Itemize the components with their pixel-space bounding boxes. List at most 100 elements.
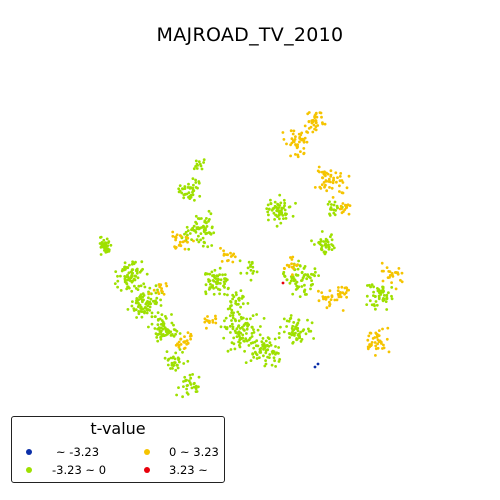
map-point-neg-low [99,236,102,239]
map-point-neg-low [269,343,273,347]
map-point-neg-low [265,207,269,211]
map-point-pos-low [329,173,333,177]
map-point-neg-low [181,350,184,354]
map-point-neg-low [144,302,148,306]
map-point-neg-low [223,325,227,329]
map-point-neg-low [202,228,206,232]
map-point-neg-low [119,289,123,292]
map-point-neg-low [331,244,335,248]
map-point-pos-low [346,203,350,207]
map-point-neg-low [221,273,225,277]
map-point-neg-low [249,263,253,267]
map-point-pos-low [341,191,345,195]
map-point-neg-low [332,246,336,250]
map-point-neg-low [126,266,130,270]
map-point-neg-low [390,297,394,301]
map-point-neg-low [138,294,142,298]
map-point-neg-low [102,238,106,242]
map-point-pos-low [233,255,237,259]
map-point-pos-low [174,246,178,250]
map-point-neg-low [137,284,141,288]
map-point-pos-low [340,285,344,289]
map-point-neg-low [185,387,189,391]
map-point-neg-low [141,300,144,304]
map-point-pos-low [313,186,317,189]
map-point-pos-low [341,181,345,184]
map-point-pos-low [332,176,335,180]
map-point-neg-low [255,270,259,274]
map-point-pos-low [214,321,218,325]
map-point-neg-low [183,187,187,191]
map-point-pos-low [347,288,350,292]
map-point-neg-low [284,217,288,220]
map-point-neg-high [316,362,320,366]
map-point-neg-low [237,297,240,301]
map-point-pos-low [336,176,339,180]
map-point-neg-low [237,325,240,328]
map-point-neg-low [300,270,304,274]
map-point-pos-low [374,344,378,348]
map-point-neg-low [250,332,254,335]
map-point-neg-low [178,189,182,193]
map-point-pos-low [335,298,339,302]
map-point-neg-low [244,361,248,364]
map-point-neg-low [157,332,161,336]
map-point-pos-low [174,238,178,242]
map-point-neg-low [146,304,150,308]
map-point-neg-low [197,181,201,185]
map-point-neg-low [192,167,196,171]
map-point-neg-low [206,272,209,276]
map-point-pos-low [340,207,343,211]
map-point-neg-low [330,203,333,206]
map-point-neg-low [244,337,248,340]
map-point-pos-low [328,186,331,189]
map-point-neg-low [233,347,237,351]
map-point-neg-low [330,248,334,252]
map-point-neg-low [184,230,188,234]
map-point-neg-low [289,316,293,320]
map-point-neg-low [194,387,198,391]
map-point-neg-low [374,307,377,311]
map-point-pos-low [374,331,378,335]
map-point-neg-low [186,229,190,233]
map-point-neg-low [229,348,233,351]
map-point-pos-low [331,181,335,185]
map-point-neg-low [165,350,169,353]
map-point-neg-low [385,295,389,299]
map-point-neg-low [230,311,234,315]
map-point-neg-low [252,328,255,331]
map-point-neg-low [234,291,238,294]
map-point-neg-low [304,332,308,336]
map-point-neg-low [294,201,297,205]
map-point-neg-low [264,351,268,355]
map-point-pos-low [307,126,311,130]
map-point-pos-low [289,129,293,133]
map-point-neg-low [178,348,182,351]
map-point-neg-low [224,277,227,280]
map-point-pos-low [186,341,190,345]
map-point-neg-low [244,321,248,325]
map-point-neg-low [307,327,310,331]
map-point-neg-low [237,302,240,306]
map-point-pos-low [179,337,183,341]
map-point-pos-low [380,261,384,265]
map-point-neg-low [143,285,147,289]
map-point-neg-low [240,297,244,300]
map-point-pos-low [388,276,391,279]
map-point-pos-low [291,273,294,277]
map-point-neg-low [251,352,255,356]
map-point-neg-low [173,361,177,364]
legend-label-pos-high: 3.23 ~ [169,463,208,477]
map-point-neg-low [294,325,298,329]
map-point-neg-low [232,336,236,340]
map-point-neg-low [193,198,196,202]
map-point-pos-low [373,341,377,344]
map-point-neg-low [264,359,267,362]
map-point-neg-low [148,305,152,309]
map-point-neg-low [154,302,158,306]
map-point-neg-low [260,340,264,343]
map-point-pos-low [341,202,345,205]
map-point-neg-low [143,306,147,309]
map-point-pos-low [214,317,218,321]
map-point-pos-low [206,315,209,318]
